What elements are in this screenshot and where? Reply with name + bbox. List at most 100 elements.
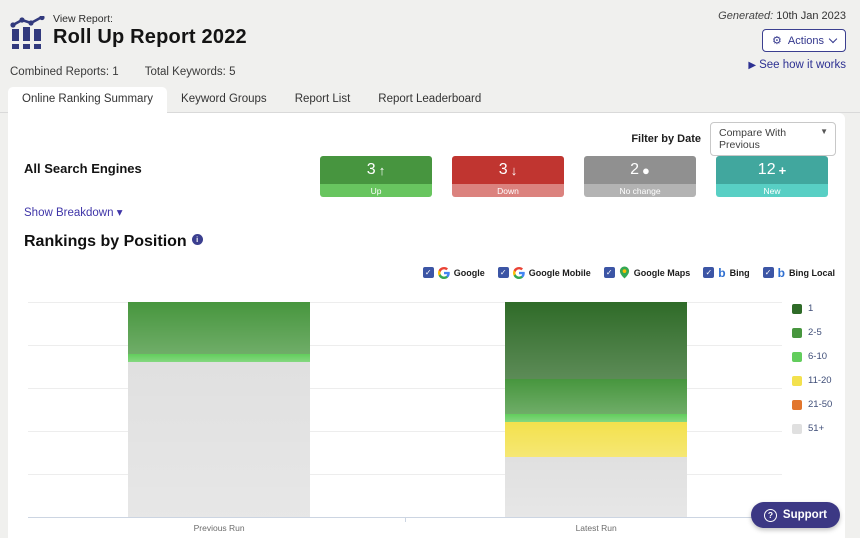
rankings-chart-plot: Previous Run Latest Run bbox=[28, 302, 783, 533]
info-icon[interactable]: i bbox=[191, 234, 203, 245]
show-breakdown-link[interactable]: Show Breakdown ▾ bbox=[24, 205, 122, 219]
actions-button[interactable]: ⚙ Actions bbox=[762, 29, 846, 52]
engine-label: Google Mobile bbox=[528, 267, 591, 278]
brand: View Report: Roll Up Report 2022 bbox=[10, 13, 247, 49]
stat-label: New bbox=[716, 184, 828, 197]
support-button[interactable]: ? Support bbox=[750, 502, 840, 528]
axis-tick bbox=[405, 518, 406, 522]
bing-checkbox[interactable]: ✓ bbox=[703, 267, 715, 278]
bar-segment-6-10[interactable] bbox=[128, 353, 310, 363]
tab-keyword-groups[interactable]: Keyword Groups bbox=[181, 93, 267, 105]
tab-online-ranking-summary[interactable]: Online Ranking Summary bbox=[8, 87, 168, 113]
play-icon: ▶ bbox=[748, 60, 757, 71]
legend-item-11-20[interactable]: 11-20 bbox=[792, 375, 832, 386]
question-mark-icon: ? bbox=[763, 508, 777, 522]
caret-down-icon: ▾ bbox=[116, 207, 123, 219]
legend-label: 6-10 bbox=[808, 351, 828, 362]
combined-reports-value: 1 bbox=[112, 66, 119, 78]
tab-report-leaderboard[interactable]: Report Leaderboard bbox=[378, 93, 482, 105]
x-axis-label: Latest Run bbox=[575, 523, 617, 533]
engine-google: ✓ Google bbox=[422, 266, 485, 279]
stat-card-down[interactable]: 3 ↓ Down bbox=[452, 156, 564, 197]
filter-by-date-label: Filter by Date bbox=[631, 133, 701, 145]
legend-item-6-10[interactable]: 6-10 bbox=[792, 351, 832, 362]
stat-card-up[interactable]: 3 ↑ Up bbox=[320, 156, 432, 197]
legend-label: 1 bbox=[808, 303, 814, 314]
legend-item-1[interactable]: 1 bbox=[792, 303, 832, 314]
legend-swatch bbox=[792, 423, 802, 434]
generated-date: Generated: 10th Jan 2023 bbox=[718, 10, 846, 22]
bing-local-checkbox[interactable]: ✓ bbox=[762, 267, 774, 278]
stat-label: Up bbox=[320, 184, 432, 197]
arrow-down-icon: ↓ bbox=[510, 162, 518, 178]
engine-label: Google Maps bbox=[633, 267, 691, 278]
show-breakdown-label: Show Breakdown bbox=[24, 207, 114, 219]
select-caret-icon: ▼ bbox=[820, 127, 828, 136]
gridline bbox=[28, 302, 782, 303]
tab-report-list[interactable]: Report List bbox=[294, 93, 351, 105]
combined-reports-stat: Combined Reports: 1 bbox=[10, 66, 119, 78]
x-axis-label: Previous Run bbox=[193, 523, 245, 533]
compare-select-value: Compare With Previous bbox=[719, 127, 787, 151]
gridline bbox=[28, 474, 782, 475]
legend-swatch bbox=[792, 399, 802, 410]
google-icon bbox=[512, 266, 525, 279]
legend-label: 2-5 bbox=[808, 327, 822, 338]
google-checkbox[interactable]: ✓ bbox=[422, 267, 434, 278]
arrow-up-icon: ↑ bbox=[378, 162, 386, 178]
actions-label: Actions bbox=[787, 34, 824, 47]
gear-icon: ⚙ bbox=[772, 35, 782, 47]
engine-label: Google bbox=[453, 267, 485, 278]
stat-value: 2 bbox=[630, 161, 640, 178]
stacked-bar-latest-run[interactable] bbox=[505, 302, 687, 517]
summary-cards: 3 ↑ Up 3 ↓ Down 2 ● No change 12 + New bbox=[320, 156, 828, 197]
combined-reports-label: Combined Reports: bbox=[10, 66, 110, 78]
legend-item-51+[interactable]: 51+ bbox=[792, 423, 832, 434]
engine-bing: ✓ b Bing bbox=[703, 265, 750, 280]
total-keywords-label: Total Keywords: bbox=[144, 66, 226, 78]
stat-card-new[interactable]: 12 + New bbox=[716, 156, 828, 197]
view-report-label: View Report: bbox=[53, 13, 113, 25]
engine-filters: ✓ Google ✓ Google Mobile ✓ bbox=[422, 265, 835, 280]
gridline bbox=[28, 431, 782, 432]
stat-card-no-change[interactable]: 2 ● No change bbox=[584, 156, 696, 197]
report-meta: Combined Reports: 1 Total Keywords: 5 bbox=[10, 66, 235, 78]
legend-item-21-50[interactable]: 21-50 bbox=[792, 399, 832, 410]
legend-swatch bbox=[792, 375, 802, 386]
legend-swatch bbox=[792, 351, 802, 362]
engine-label: Bing Local bbox=[788, 267, 835, 278]
see-how-it-works-link[interactable]: ▶ See how it works bbox=[718, 59, 846, 71]
bar-segment-1[interactable] bbox=[505, 302, 687, 380]
bar-segment-2-5[interactable] bbox=[505, 379, 687, 414]
generated-label: Generated: bbox=[718, 10, 774, 22]
engine-google-mobile: ✓ Google Mobile bbox=[497, 266, 591, 279]
total-keywords-stat: Total Keywords: 5 bbox=[145, 66, 236, 78]
legend-label: 11-20 bbox=[808, 375, 832, 386]
bar-segment-6-10[interactable] bbox=[505, 413, 687, 423]
report-header: View Report: Roll Up Report 2022 Generat… bbox=[0, 0, 860, 88]
stacked-bar-previous-run[interactable] bbox=[128, 302, 310, 517]
google-mobile-checkbox[interactable]: ✓ bbox=[497, 267, 509, 278]
legend-label: 21-50 bbox=[808, 399, 833, 410]
google-maps-checkbox[interactable]: ✓ bbox=[603, 267, 615, 278]
generated-value: 10th Jan 2023 bbox=[776, 10, 846, 22]
maps-pin-icon bbox=[619, 266, 629, 279]
legend-item-2-5[interactable]: 2-5 bbox=[792, 327, 832, 338]
bing-icon: b bbox=[718, 265, 726, 280]
bar-segment-11-20[interactable] bbox=[505, 422, 687, 457]
bar-segment-51+[interactable] bbox=[128, 362, 310, 517]
content-card: Filter by Date Compare With Previous ▼ A… bbox=[8, 113, 845, 538]
plus-icon: + bbox=[778, 162, 787, 178]
stat-value: 12 bbox=[757, 161, 776, 178]
circle-icon: ● bbox=[642, 162, 650, 178]
compare-select[interactable]: Compare With Previous ▼ bbox=[710, 122, 836, 156]
tab-bar: Online Ranking Summary Keyword Groups Re… bbox=[0, 87, 860, 113]
legend-label: 51+ bbox=[808, 423, 825, 434]
google-icon bbox=[437, 266, 450, 279]
bar-segment-2-5[interactable] bbox=[128, 302, 310, 354]
chevron-down-icon bbox=[828, 34, 838, 44]
bar-segment-51+[interactable] bbox=[505, 456, 687, 517]
engine-google-maps: ✓ Google Maps bbox=[603, 266, 691, 279]
support-label: Support bbox=[782, 509, 827, 521]
legend-swatch bbox=[792, 303, 802, 314]
